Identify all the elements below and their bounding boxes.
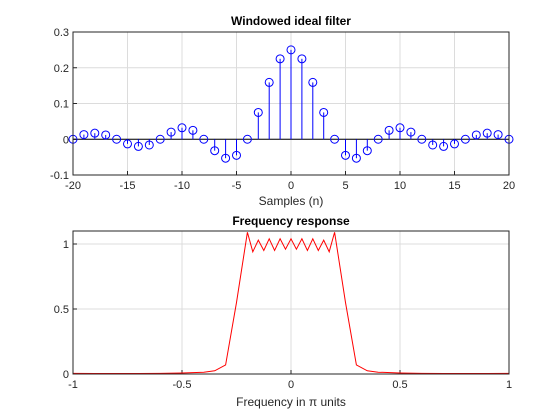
stem-marker xyxy=(221,153,231,163)
plot-frequency-response: 00.51 -1 -0.5 0 0.5 1 Frequency response Fre… xyxy=(54,214,512,409)
stem-marker xyxy=(450,139,459,149)
stem-marker xyxy=(493,130,503,140)
axes-box xyxy=(72,31,510,176)
stem-marker xyxy=(286,45,296,55)
stem-marker xyxy=(417,134,427,144)
y-tick-label: 0.3 xyxy=(54,27,69,39)
stem-marker xyxy=(112,134,122,144)
stem-marker xyxy=(362,146,372,156)
stem-marker xyxy=(439,141,449,151)
x-tick-label: -10 xyxy=(174,180,190,192)
stem-marker xyxy=(482,128,492,138)
x-tick-label: 1 xyxy=(506,379,512,391)
y-tick-labels: 00.51 xyxy=(54,239,69,381)
stem-marker xyxy=(428,140,438,150)
x-axis-label: Frequency in π units xyxy=(236,395,346,409)
y-tick-label: 0.1 xyxy=(54,99,69,111)
y-tick-label: 0.5 xyxy=(54,304,69,316)
stem-marker xyxy=(155,134,165,144)
y-tick-label: 0 xyxy=(63,369,69,381)
x-tick-labels: -20 -15 -10 -5 0 5 10 15 20 xyxy=(65,180,515,192)
x-tick-label: 0.5 xyxy=(392,379,407,391)
stem-marker xyxy=(351,153,361,163)
x-axis-label: Samples (n) xyxy=(259,194,324,208)
stem-marker xyxy=(133,141,143,151)
chart-title: Frequency response xyxy=(232,214,350,228)
stem-marker xyxy=(242,134,252,144)
stem-marker xyxy=(308,77,318,87)
stem-marker xyxy=(264,77,274,87)
y-tick-label: -0.1 xyxy=(50,170,69,182)
stem-marker xyxy=(166,127,176,137)
data-series xyxy=(68,45,514,163)
y-tick-label: 0 xyxy=(63,134,69,146)
stem-marker xyxy=(471,130,481,140)
plot-windowed-ideal-filter: -0.1 0 0.1 0.2 0.3 -20 -15 -10 -5 0 5 10 15 20 Windo… xyxy=(50,14,515,208)
stem-marker xyxy=(275,54,285,64)
stem-marker xyxy=(177,123,187,133)
stem-marker xyxy=(319,107,329,117)
x-tick-labels: -1 -0.5 0 0.5 1 xyxy=(68,379,512,391)
x-tick-label: 0 xyxy=(288,379,294,391)
y-tick-labels: -0.1 0 0.1 0.2 0.3 xyxy=(50,27,69,182)
stem-marker xyxy=(232,150,241,160)
x-tick-label: 5 xyxy=(342,180,348,192)
x-tick-label: 20 xyxy=(503,180,515,192)
x-tick-label: -5 xyxy=(232,180,242,192)
stem-marker xyxy=(144,140,154,150)
stem-marker xyxy=(210,146,220,156)
stem-marker xyxy=(101,130,111,140)
y-tick-label: 1 xyxy=(63,239,69,251)
stem-marker xyxy=(90,128,100,138)
stem-marker xyxy=(188,125,198,135)
stem-marker xyxy=(395,123,405,133)
stem-marker xyxy=(373,134,383,144)
x-tick-label: -1 xyxy=(68,379,78,391)
stem-marker xyxy=(406,127,416,137)
stem-marker xyxy=(199,134,209,144)
x-tick-label: -15 xyxy=(120,180,136,192)
data-series xyxy=(72,232,510,374)
axes-box xyxy=(72,230,510,375)
stem-marker xyxy=(297,54,307,64)
x-tick-label: 10 xyxy=(394,180,406,192)
chart-title: Windowed ideal filter xyxy=(231,14,351,28)
stem-marker xyxy=(79,130,89,140)
stem-marker xyxy=(460,134,470,144)
stem-marker xyxy=(330,134,340,144)
frequency-response-line xyxy=(72,232,510,374)
x-tick-label: 15 xyxy=(448,180,460,192)
x-tick-label: 0 xyxy=(288,180,294,192)
stem-marker xyxy=(253,107,263,117)
x-tick-label: -0.5 xyxy=(173,379,192,391)
y-tick-label: 0.2 xyxy=(54,63,69,75)
stem-marker xyxy=(384,125,394,135)
stem-marker xyxy=(341,150,350,160)
stem-marker xyxy=(123,139,132,149)
x-tick-label: -20 xyxy=(65,180,81,192)
